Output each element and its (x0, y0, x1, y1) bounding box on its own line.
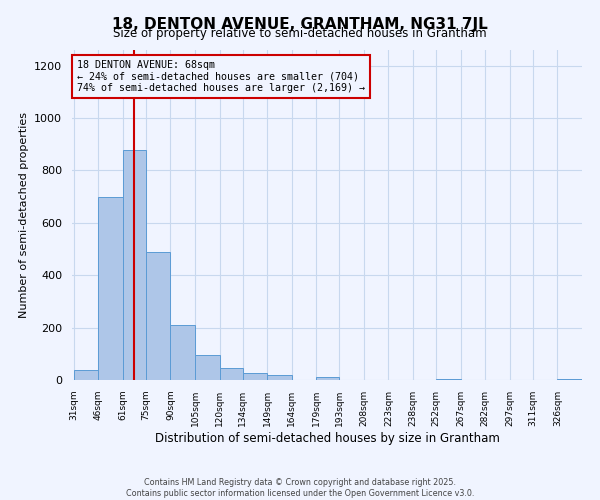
Bar (267, 375, 292, 380)
Bar (195, 355, 220, 380)
Bar (74, 370, 98, 380)
Bar (123, 150, 146, 380)
Bar (220, 368, 242, 380)
Y-axis label: Number of semi-detached properties: Number of semi-detached properties (19, 112, 29, 318)
Bar (436, 378, 461, 380)
Bar (170, 325, 195, 380)
Bar (242, 374, 267, 380)
Bar (557, 378, 582, 380)
Bar (146, 252, 170, 380)
Bar (316, 378, 339, 380)
Text: Contains HM Land Registry data © Crown copyright and database right 2025.
Contai: Contains HM Land Registry data © Crown c… (126, 478, 474, 498)
Text: 18 DENTON AVENUE: 68sqm
← 24% of semi-detached houses are smaller (704)
74% of s: 18 DENTON AVENUE: 68sqm ← 24% of semi-de… (77, 60, 365, 93)
X-axis label: Distribution of semi-detached houses by size in Grantham: Distribution of semi-detached houses by … (155, 432, 499, 444)
Bar (98, 196, 123, 380)
Text: 18, DENTON AVENUE, GRANTHAM, NG31 7JL: 18, DENTON AVENUE, GRANTHAM, NG31 7JL (112, 18, 488, 32)
Text: Size of property relative to semi-detached houses in Grantham: Size of property relative to semi-detach… (113, 28, 487, 40)
